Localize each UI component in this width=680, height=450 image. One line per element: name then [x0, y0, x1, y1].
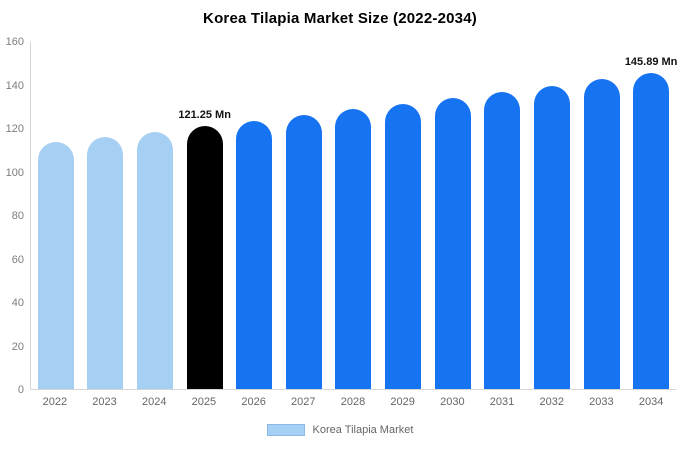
x-axis-label: 2026 — [241, 396, 266, 408]
y-axis-tick-label: 80 — [11, 210, 24, 222]
y-axis-tick-label: 160 — [5, 36, 24, 48]
y-axis-tick-label: 60 — [11, 253, 24, 266]
bar — [385, 103, 422, 389]
bar — [137, 131, 174, 389]
bar-slot — [428, 42, 478, 389]
x-axis-label: 2027 — [291, 396, 316, 408]
x-axis-label: 2028 — [340, 396, 366, 408]
x-axis-label: 2024 — [141, 396, 167, 408]
bar-slot — [378, 42, 428, 389]
y-axis-tick-label: 20 — [11, 340, 24, 353]
y-axis-tick-label: 100 — [5, 166, 24, 179]
bar — [583, 79, 620, 389]
y-axis-tick-label: 40 — [11, 297, 24, 309]
bar-slot: 145.89 Mn — [624, 42, 678, 389]
bar-slot — [527, 42, 577, 389]
x-axis-label: 2032 — [539, 396, 564, 408]
x-axis-label: 2031 — [489, 396, 515, 408]
y-axis-tick-label: 140 — [5, 79, 24, 92]
bar — [87, 136, 124, 389]
bar-value-label: 121.25 Mn — [178, 109, 231, 122]
page-title: Korea Tilapia Market Size (2022-2034) — [203, 10, 477, 27]
bar — [484, 91, 521, 389]
y-axis-tick-label: 120 — [5, 123, 24, 135]
legend-label: Korea Tilapia Market — [312, 424, 414, 436]
y-axis-tick-label: 0 — [17, 384, 24, 396]
x-axis-labels: 2022 2023 2024 2025 2026 2027 2028 2029 2030 2031… — [30, 396, 676, 408]
bar — [37, 141, 74, 389]
bar — [434, 97, 471, 389]
bar-slot — [130, 42, 180, 389]
y-axis-labels: 0 20 40 60 80 100 120 140 160 — [0, 36, 26, 396]
bar — [633, 72, 670, 389]
bar — [285, 115, 322, 389]
x-axis-label: 2023 — [92, 396, 117, 408]
plot-area: 121.25 Mn 145.89 Mn — [30, 42, 678, 390]
x-axis-label: 2025 — [191, 396, 217, 408]
bar — [236, 120, 273, 389]
bar-slot — [31, 42, 81, 389]
bar — [533, 85, 570, 389]
bar-slot — [577, 42, 627, 389]
bar-slot — [229, 42, 279, 389]
x-axis-label: 2022 — [42, 396, 68, 408]
bar — [186, 126, 223, 389]
bar-slot — [81, 42, 131, 389]
legend: Korea Tilapia Market — [0, 424, 680, 436]
x-axis-label: 2029 — [390, 396, 415, 408]
bar-chart: 0 20 40 60 80 100 120 140 160 121.25 Mn 145.89 Mn — [0, 36, 680, 396]
bar-slot — [329, 42, 379, 389]
x-axis-label: 2030 — [440, 396, 465, 408]
bar-slot: 121.25 Mn — [178, 42, 231, 389]
x-axis-label: 2033 — [589, 396, 614, 408]
bar-slot — [279, 42, 329, 389]
bar-value-label: 145.89 Mn — [624, 55, 678, 68]
legend-swatch — [266, 424, 305, 436]
bar — [335, 109, 372, 389]
x-axis-label: 2034 — [638, 396, 664, 408]
bar-slot — [477, 42, 527, 389]
